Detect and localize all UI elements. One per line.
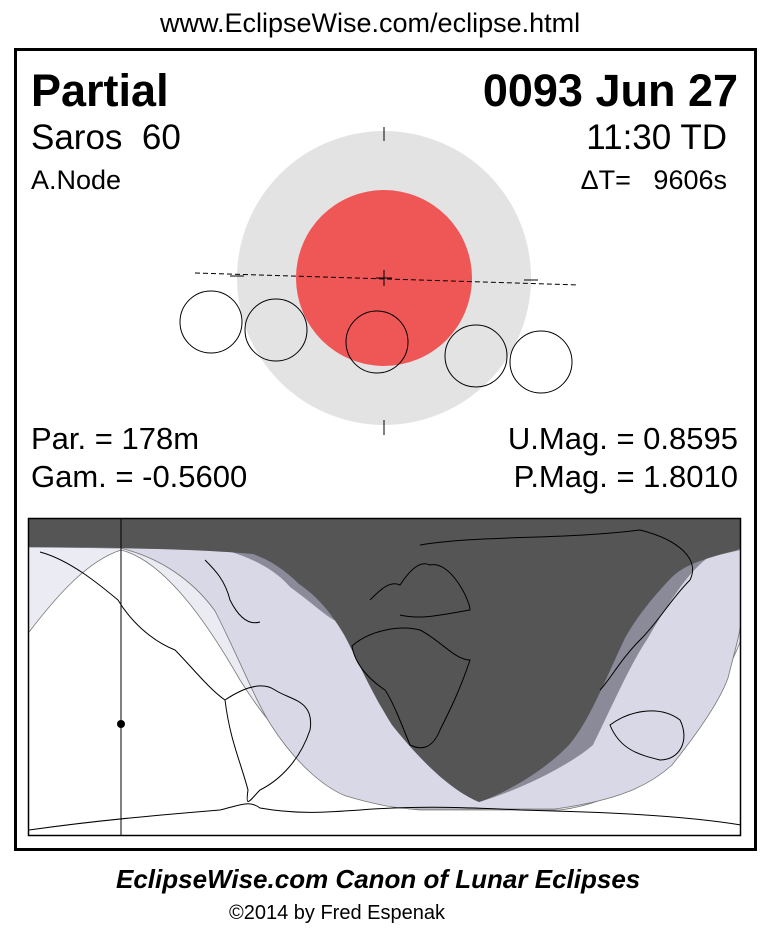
saros-number: Saros 60: [31, 118, 181, 157]
eclipse-date: 0093 Jun 27: [482, 65, 738, 116]
node: A.Node: [31, 165, 122, 195]
australia-coast: [609, 710, 685, 761]
north-america-coast: [39, 551, 261, 701]
footer-title: EclipseWise.com Canon of Lunar Eclipses: [116, 864, 641, 894]
south-america-coast: [224, 685, 312, 802]
diagram-frame: [14, 48, 757, 851]
delta-t: ΔT= 9606s: [580, 165, 727, 195]
coastlines: [29, 529, 741, 831]
umbral-magnitude: U.Mag. = 0.8595: [507, 421, 738, 456]
moon-position: [179, 290, 243, 354]
shadow-diagram: [179, 127, 579, 435]
header-url: www.EclipseWise.com/eclipse.html: [160, 8, 581, 38]
moon-position: [345, 310, 409, 374]
eclipse-type: Partial: [31, 65, 169, 116]
eclipse-time: 11:30 TD: [586, 118, 727, 157]
moon-position: [444, 324, 508, 388]
asia-coast: [419, 529, 693, 691]
moon-position: [244, 298, 308, 362]
visibility-map: [27, 517, 742, 837]
europe-coast: [369, 563, 471, 618]
map-border: [27, 517, 742, 837]
footer-copyright: ©2014 by Fred Espenak: [229, 902, 445, 924]
greatest-eclipse-point: [117, 720, 125, 728]
partial-duration: Par. = 178m: [31, 421, 200, 456]
africa-coast: [351, 627, 471, 749]
antarctica-coast: [29, 803, 741, 831]
penumbral-magnitude: P.Mag. = 1.8010: [513, 459, 738, 494]
moon-position: [509, 330, 573, 394]
night-zone: [29, 519, 741, 802]
gamma: Gam. = -0.5600: [31, 459, 248, 494]
